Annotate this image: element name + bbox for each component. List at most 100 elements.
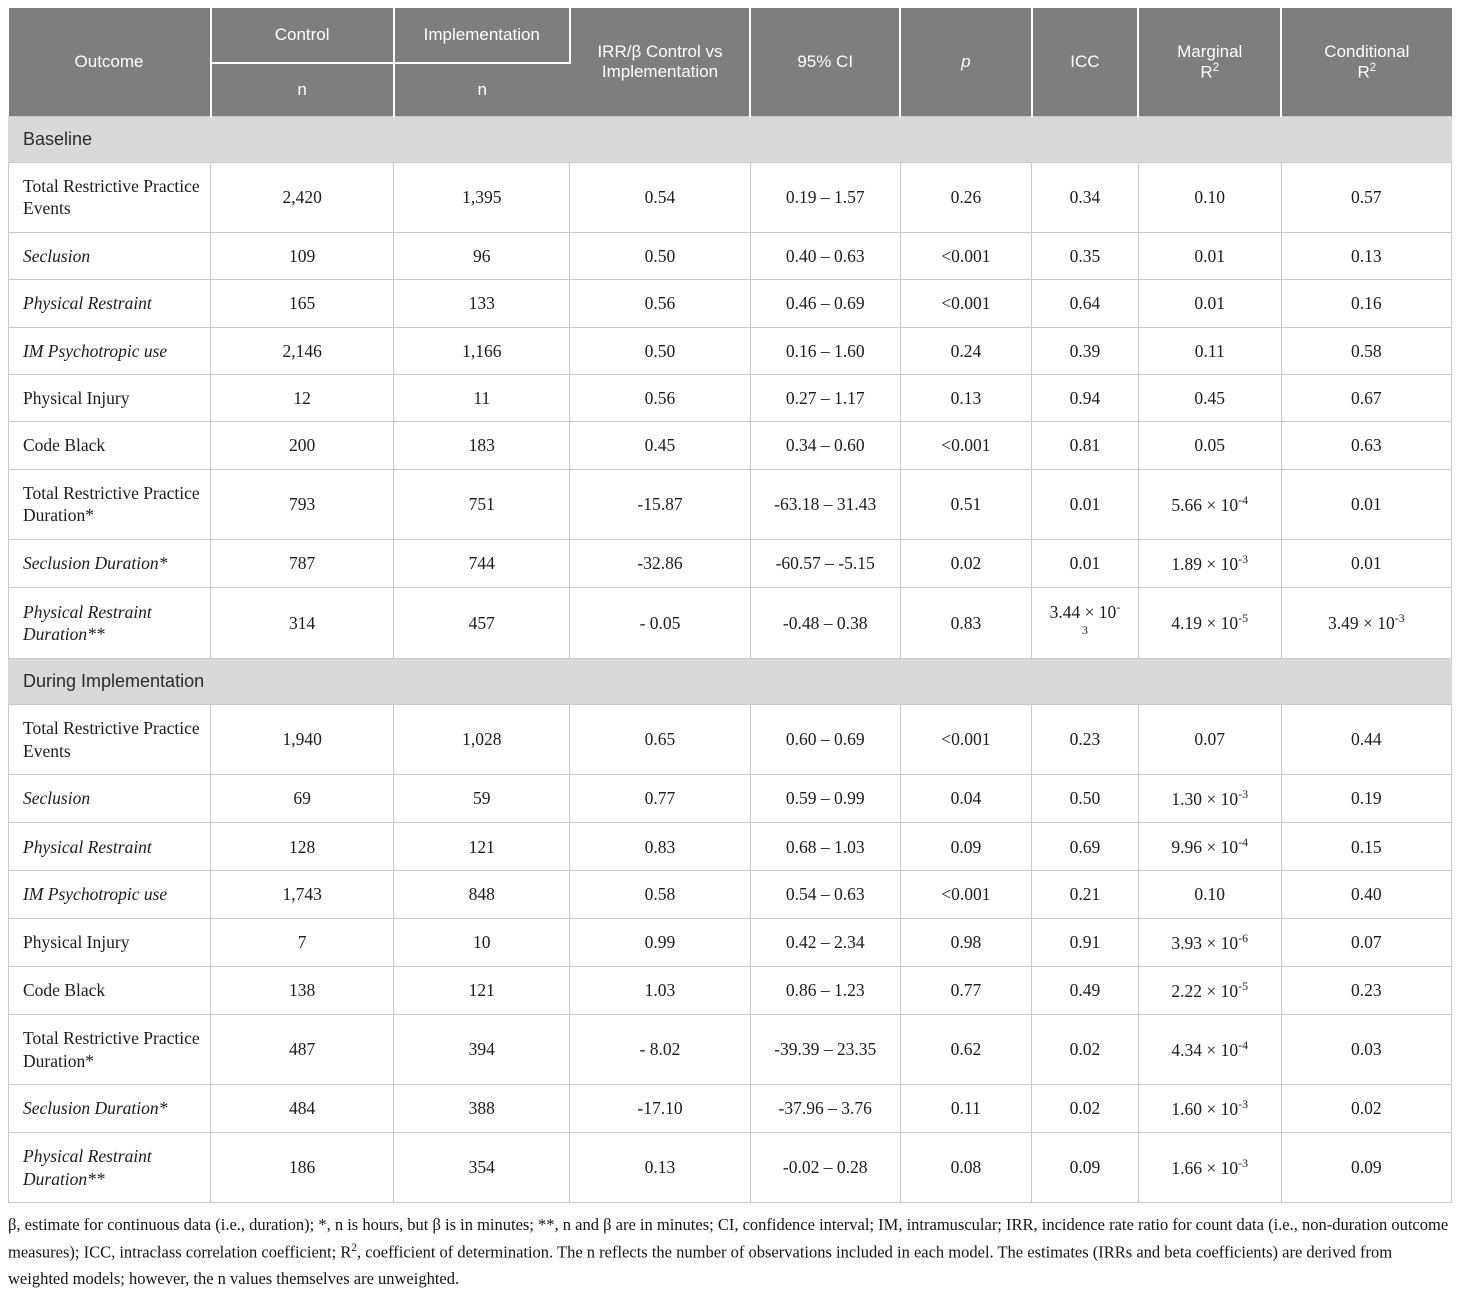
implementation-n-cell: 457 — [393, 586, 571, 660]
control-n-cell: 1,743 — [210, 870, 395, 919]
control-n-cell: 487 — [210, 1014, 395, 1086]
ci-cell: 0.42 – 2.34 — [749, 917, 901, 968]
implementation-n-cell: 11 — [393, 373, 571, 423]
table-row: Seclusion 69 59 0.77 0.59 – 0.99 0.04 0.50 1.30… — [7, 774, 1453, 824]
icc-cell: 0.64 — [1031, 279, 1139, 328]
icc-cell: 0.49 — [1031, 966, 1139, 1016]
implementation-n-cell: 744 — [393, 538, 571, 588]
conditional-r2-cell: 0.44 — [1280, 704, 1453, 776]
control-n-cell: 2,146 — [210, 326, 395, 375]
ci-cell: -0.02 – 0.28 — [749, 1132, 901, 1204]
icc-cell: 0.01 — [1031, 468, 1139, 540]
header-row-subs: n n — [9, 63, 1452, 117]
ci-cell: 0.59 – 0.99 — [749, 774, 901, 824]
implementation-n-cell: 133 — [393, 279, 571, 328]
outcome-cell: Seclusion — [7, 231, 212, 281]
icc-cell: 0.69 — [1031, 822, 1139, 872]
outcome-cell: Physical Injury — [7, 917, 212, 968]
icc-cell: 0.01 — [1031, 538, 1139, 588]
irr-cell: -15.87 — [569, 468, 751, 540]
implementation-n-cell: 394 — [393, 1014, 571, 1086]
table-row: Code Black 200 183 0.45 0.34 – 0.60 <0.001 0.8… — [7, 421, 1453, 470]
conditional-r2-cell: 0.67 — [1280, 373, 1453, 423]
outcome-cell: Seclusion Duration* — [7, 538, 212, 588]
outcome-cell: Seclusion — [7, 774, 212, 824]
marginal-r2-cell: 0.10 — [1137, 162, 1282, 233]
implementation-n-cell: 121 — [393, 966, 571, 1016]
implementation-n-cell: 848 — [393, 870, 571, 919]
implementation-n-cell: 183 — [393, 421, 571, 470]
control-n-cell: 165 — [210, 279, 395, 328]
table-row: Physical Restraint Duration** 314 457- 0.0… — [7, 586, 1453, 660]
table-body: Baseline Total Restrictive Practice Event… — [7, 115, 1453, 1204]
marginal-r2-cell: 0.07 — [1137, 704, 1282, 776]
p-cell: 0.98 — [899, 917, 1033, 968]
control-n-cell: 484 — [210, 1084, 395, 1134]
implementation-n-cell: 121 — [393, 822, 571, 872]
marginal-r2-cell: 1.66 × 10-3 — [1137, 1132, 1282, 1204]
implementation-n-cell: 1,028 — [393, 704, 571, 776]
table-row: Code Black 138 121 1.03 0.86 – 1.23 0.77 0.49 2… — [7, 966, 1453, 1016]
control-n-cell: 1,940 — [210, 704, 395, 776]
p-cell: 0.11 — [899, 1084, 1033, 1134]
icc-cell: 0.94 — [1031, 373, 1139, 423]
section-header-row: During Implementation — [8, 658, 1452, 706]
icc-cell: 3.44 × 10- 3 — [1031, 586, 1139, 660]
table-row: Total Restrictive Practice Duration* 793 7… — [7, 468, 1453, 540]
irr-cell: 0.56 — [569, 373, 751, 423]
irr-cell: -17.10 — [569, 1084, 751, 1134]
col-header-marginal-r2: Marginal R2 — [1138, 8, 1283, 117]
icc-cell: 0.09 — [1031, 1132, 1139, 1204]
conditional-r2-cell: 0.09 — [1280, 1132, 1453, 1204]
marginal-r2-cell: 0.01 — [1137, 279, 1282, 328]
outcome-cell: Physical Injury — [7, 373, 212, 423]
control-n-cell: 12 — [210, 373, 395, 423]
section-title: Baseline — [8, 115, 1452, 164]
ci-cell: -60.57 – -5.15 — [749, 538, 901, 588]
table-row: Physical Injury 12 11 0.56 0.27 – 1.17 0.13 0.… — [7, 373, 1453, 423]
p-cell: 0.13 — [899, 373, 1033, 423]
p-cell: <0.001 — [899, 279, 1033, 328]
implementation-n-cell: 96 — [393, 231, 571, 281]
col-header-icc: ICC — [1031, 8, 1140, 117]
conditional-r2-cell: 0.13 — [1280, 231, 1453, 281]
outcome-cell: Physical Restraint Duration** — [7, 586, 212, 660]
icc-cell: 0.35 — [1031, 231, 1139, 281]
implementation-n-cell: 59 — [393, 774, 571, 824]
outcome-cell: IM Psychotropic use — [7, 870, 212, 919]
control-n-cell: 787 — [210, 538, 395, 588]
section-title: During Implementation — [8, 658, 1452, 706]
marginal-r2-cell: 4.34 × 10-4 — [1137, 1014, 1282, 1086]
irr-cell: -32.86 — [569, 538, 751, 588]
p-cell: <0.001 — [899, 704, 1033, 776]
table-row: Seclusion 109 96 0.50 0.40 – 0.63 <0.001 0.35 0… — [7, 231, 1453, 281]
ci-cell: 0.27 – 1.17 — [749, 373, 901, 423]
icc-cell: 0.34 — [1031, 162, 1139, 233]
outcome-cell: Total Restrictive Practice Events — [7, 162, 212, 233]
conditional-r2-cell: 0.16 — [1280, 279, 1453, 328]
ci-cell: 0.54 – 0.63 — [749, 870, 901, 919]
marginal-r2-cell: 1.89 × 10-3 — [1137, 538, 1282, 588]
table-row: Total Restrictive Practice Events 2,420 1,… — [7, 162, 1453, 233]
outcome-cell: Seclusion Duration* — [7, 1084, 212, 1134]
irr-cell: 0.77 — [569, 774, 751, 824]
p-cell: 0.83 — [899, 586, 1033, 660]
conditional-r2-cell: 0.40 — [1280, 870, 1453, 919]
marginal-r2-cell: 2.22 × 10-5 — [1137, 966, 1282, 1016]
ci-cell: 0.40 – 0.63 — [749, 231, 901, 281]
ci-cell: -0.48 – 0.38 — [749, 586, 901, 660]
table-footnote: β, estimate for continuous data (i.e., d… — [8, 1215, 1449, 1288]
ci-cell: 0.34 – 0.60 — [749, 421, 901, 470]
control-n-cell: 128 — [210, 822, 395, 872]
marginal-r2-cell: 0.05 — [1137, 421, 1282, 470]
irr-cell: 1.03 — [569, 966, 751, 1016]
implementation-n-cell: 1,395 — [393, 162, 571, 233]
irr-cell: - 0.05 — [569, 586, 751, 660]
p-cell: <0.001 — [899, 421, 1033, 470]
control-n-cell: 314 — [210, 586, 395, 660]
ci-cell: 0.68 – 1.03 — [749, 822, 901, 872]
control-n-cell: 69 — [210, 774, 395, 824]
marginal-r2-cell: 5.66 × 10-4 — [1137, 468, 1282, 540]
irr-cell: 0.83 — [569, 822, 751, 872]
